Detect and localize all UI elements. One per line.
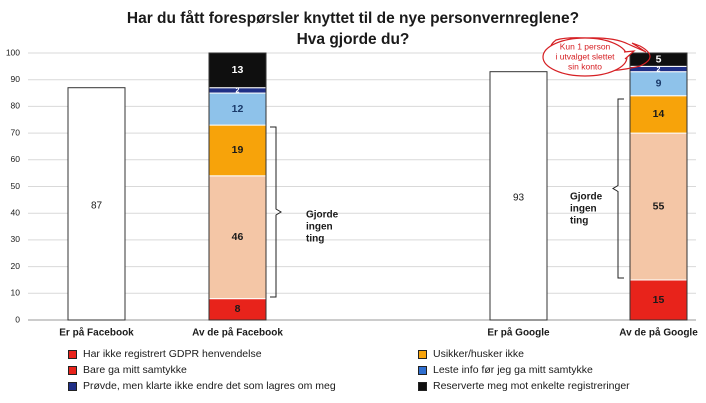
y-tick-label: 30 [11,234,21,244]
x-tick-label: Er på Facebook [59,327,134,339]
legend-label: Leste info før jeg ga mitt samtykke [433,364,593,376]
y-tick-label: 70 [11,127,21,137]
data-label: 93 [513,192,525,203]
bracket-facebook [270,126,282,298]
legend-item-5: Prøvde, men klarte ikke endre det som la… [68,380,336,392]
bracket-label: ingen [570,204,597,215]
data-label: 2 [236,88,240,95]
legend-label: Prøvde, men klarte ikke endre det som la… [83,380,336,392]
y-tick-label: 0 [15,314,20,324]
y-tick-label: 60 [11,154,21,164]
bracket-label: Gjorde [570,192,603,203]
stacked-segment [629,132,688,281]
legend-swatch [68,381,77,391]
stacked-bar-outline [629,52,688,321]
callout-text: Kun 1 person [560,41,611,51]
bracket-label: ingen [306,222,333,233]
legend-item-4: Leste info før jeg ga mitt samtykke [418,364,593,376]
y-tick-label: 90 [11,74,21,84]
data-label: 15 [653,294,665,306]
y-tick-label: 20 [11,261,21,271]
legend-swatch [68,365,77,375]
bar [489,71,548,321]
chart-title-line1: Har du fått forespørsler knyttet til de … [126,10,580,27]
y-tick-label: 100 [6,47,20,57]
data-label: 5 [656,53,662,65]
legend-item-3: Bare ga mitt samtykke [68,364,187,376]
y-tick-label: 50 [11,181,21,191]
legend-swatch [418,381,427,391]
callout-text: sin konto [568,61,602,71]
callout-text: i utvalget slettet [555,51,615,61]
callout-tail [623,50,636,60]
data-label: 9 [656,77,662,89]
data-label: 8 [235,303,241,315]
bar [67,87,126,321]
x-tick-label: Av de på Google [619,327,698,339]
y-tick-label: 10 [11,288,21,298]
legend-label: Bare ga mitt samtykke [83,364,187,376]
bracket-google [612,98,624,279]
legend-swatch [418,365,427,375]
chart-title-line2: Hva gjorde du? [296,31,410,48]
stacked-bar-outline [208,52,267,321]
bracket-label: Gjorde [306,210,339,221]
stacked-segment [629,95,688,134]
bracket-label: ting [570,216,588,227]
legend-item-1: Har ikke registrert GDPR henvendelse [68,348,262,360]
legend-swatch [68,349,77,359]
data-label: 14 [653,108,665,120]
data-label: 2 [657,66,661,73]
x-tick-label: Er på Google [487,327,550,339]
data-label: 55 [653,200,665,212]
data-label: 87 [91,200,103,211]
x-tick-label: Av de på Facebook [192,327,283,339]
legend-label: Usikker/husker ikke [433,348,525,360]
data-label: 12 [232,103,244,115]
data-label: 13 [232,64,244,76]
legend-label: Har ikke registrert GDPR henvendelse [83,348,262,360]
chart-title: Har du fått forespørsler knyttet til de … [0,8,706,50]
y-tick-label: 80 [11,101,21,111]
legend-item-2: Usikker/husker ikke [418,348,524,360]
data-label: 19 [232,144,244,156]
bracket-label: ting [306,234,324,245]
legend-item-6: Reserverte meg mot enkelte registreringe… [418,380,630,392]
data-label: 46 [232,231,244,243]
y-tick-label: 40 [11,207,21,217]
legend-swatch [418,349,427,359]
legend-label: Reserverte meg mot enkelte registreringe… [433,380,630,392]
